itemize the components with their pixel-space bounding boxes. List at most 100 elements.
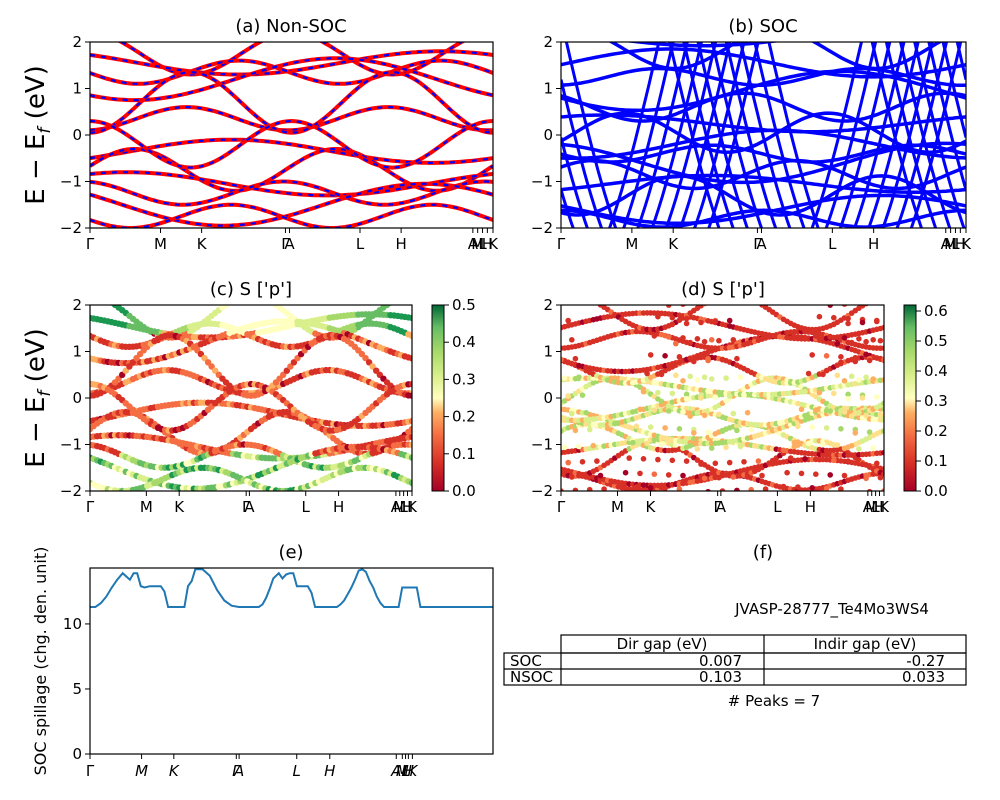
projection-point	[705, 429, 711, 435]
projection-point	[683, 396, 690, 402]
band-line-nonsoc	[117, 42, 466, 77]
x-tick-label: M	[140, 498, 153, 516]
projection-point	[708, 376, 715, 382]
panel-b-title: (b) SOC	[728, 16, 797, 37]
projection-point	[841, 378, 848, 384]
projection-point	[698, 305, 704, 309]
projection-point	[791, 439, 798, 446]
projection-point	[838, 486, 844, 491]
y-tick-label: 1	[72, 80, 82, 98]
y-tick-label: 2	[72, 296, 82, 314]
projection-point	[809, 485, 815, 491]
x-tick-label: L	[773, 498, 782, 516]
projection-point	[823, 353, 830, 359]
projection-point	[881, 356, 884, 363]
band-line-soc	[90, 180, 493, 206]
table-cell: -0.27	[906, 652, 945, 670]
projection-point	[561, 375, 568, 381]
x-tick-label: L	[399, 498, 408, 516]
table-header-dir-gap: Dir gap (eV)	[617, 635, 708, 653]
peaks-count: # Peaks = 7	[728, 692, 820, 710]
projection-point	[881, 377, 884, 383]
projection-point	[561, 428, 564, 434]
projection-point	[408, 332, 412, 340]
x-tick-label: K	[169, 762, 180, 780]
projection-point	[676, 359, 683, 366]
projection-point	[683, 458, 690, 464]
projection-point	[408, 355, 412, 362]
x-tick-label: A	[716, 498, 727, 516]
projection-point	[748, 426, 754, 433]
projection-point	[866, 357, 873, 364]
projection-point	[856, 446, 862, 452]
projection-point	[737, 374, 744, 381]
band-line-soc	[561, 91, 966, 123]
projection-point	[827, 334, 833, 340]
projection-point	[222, 305, 230, 309]
y-axis-title-spillage: SOC spillage (chg. den. unit)	[31, 547, 50, 776]
x-tick-label: A	[233, 762, 244, 780]
projection-point	[283, 367, 290, 374]
x-tick-label: Γ	[86, 498, 95, 516]
projection-point	[683, 315, 690, 322]
band-line-soc	[90, 106, 493, 132]
projection-point	[669, 314, 676, 321]
band-line-soc	[561, 42, 966, 228]
projection-point	[647, 424, 654, 430]
projection-point	[708, 445, 715, 451]
projection-point	[583, 473, 589, 480]
projection-point	[866, 429, 873, 435]
projection-point	[798, 406, 805, 413]
projection-point	[701, 374, 708, 381]
table-cell: 0.033	[902, 668, 945, 686]
projection-point	[391, 297, 397, 303]
colorbar-c: 0.0 0.1 0.2 0.3 0.4 0.5	[431, 296, 476, 500]
projection-point	[852, 430, 859, 436]
panel-f-title: (f)	[753, 542, 773, 563]
projection-point	[734, 487, 740, 491]
band-line-soc	[90, 57, 493, 102]
colorbar-tick-label: 0.1	[452, 445, 476, 463]
projection-point	[716, 337, 722, 344]
projection-point	[841, 305, 848, 307]
projection-point	[834, 442, 841, 448]
projection-point	[874, 394, 880, 400]
projection-point	[204, 359, 212, 366]
projection-point	[805, 440, 812, 447]
projection-point	[874, 318, 880, 325]
x-tick-label: A	[390, 762, 401, 780]
projection-point	[752, 442, 758, 449]
projection-point	[630, 439, 636, 446]
projection-point	[856, 377, 862, 383]
projection-point	[644, 370, 650, 377]
band-line-soc	[90, 147, 493, 192]
projection-point	[673, 442, 679, 448]
projection-point	[290, 359, 298, 366]
y-tick-label: −1	[531, 436, 553, 454]
y-tick-label: 2	[543, 33, 553, 51]
projection-point	[701, 412, 708, 419]
projection-point	[687, 413, 693, 420]
x-tick-label: Γ	[86, 235, 95, 253]
x-tick-label: H	[403, 762, 414, 780]
projection-point	[784, 469, 790, 476]
panel-d-title: (d) S ['p']	[681, 279, 765, 300]
projection-point	[845, 315, 851, 322]
projection-point	[673, 372, 679, 379]
x-tick-label: L	[828, 235, 837, 253]
projection-point	[852, 358, 859, 365]
projection-point	[809, 352, 815, 358]
projection-point	[569, 474, 575, 480]
projection-point	[597, 472, 604, 479]
x-tick-label: Γ	[281, 235, 290, 253]
projection-point	[655, 389, 661, 396]
colorbar-tick-label: 0.0	[452, 482, 476, 500]
x-tick-label: L	[293, 762, 301, 780]
x-tick-label: K	[646, 498, 657, 516]
projection-point	[683, 391, 690, 398]
projection-point	[848, 442, 855, 449]
